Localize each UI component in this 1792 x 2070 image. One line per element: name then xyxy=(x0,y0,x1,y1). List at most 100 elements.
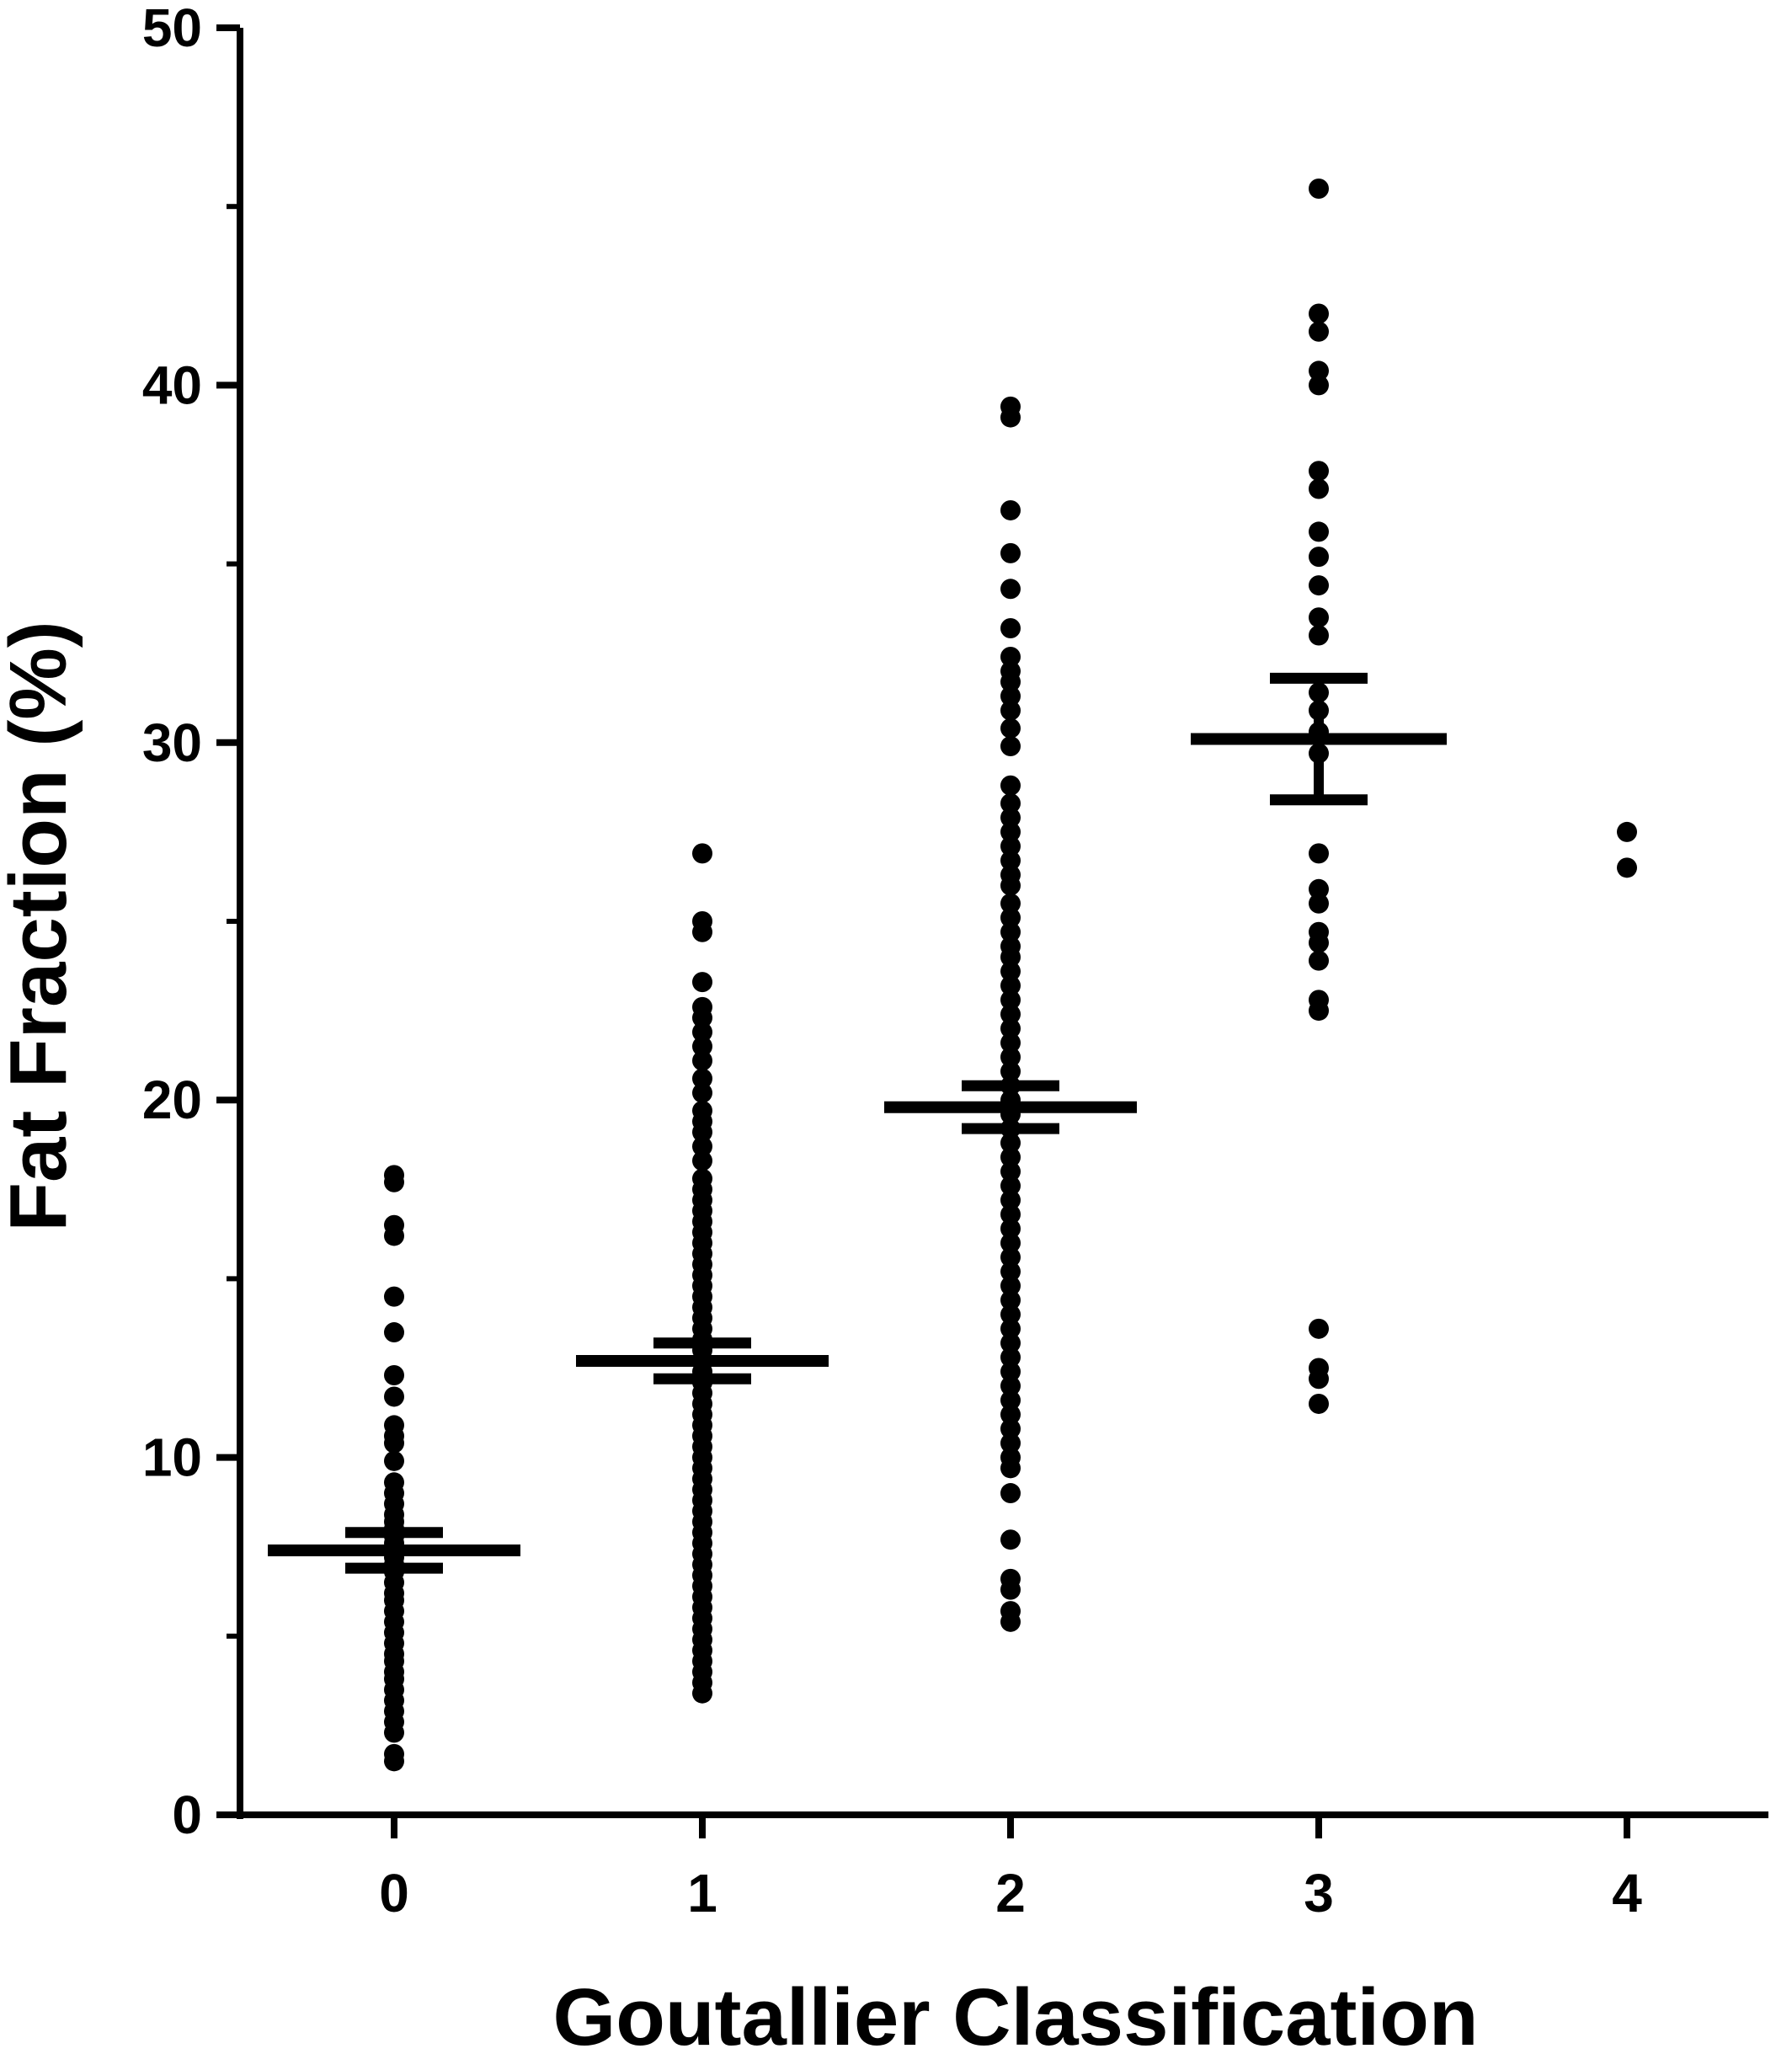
data-point xyxy=(1617,857,1637,878)
data-point xyxy=(1000,499,1021,520)
y-tick-label: 10 xyxy=(142,1427,202,1488)
data-point xyxy=(1000,1061,1021,1082)
data-point xyxy=(1309,521,1329,542)
data-point xyxy=(1000,1529,1021,1550)
data-point xyxy=(1000,1032,1021,1054)
y-axis: 0 10 20 30 40 50 xyxy=(142,0,243,1845)
x-tick-label: 2 xyxy=(995,1863,1026,1923)
data-point xyxy=(1000,1432,1021,1454)
data-point xyxy=(1000,1304,1021,1325)
data-point xyxy=(1000,686,1021,707)
data-point xyxy=(692,1036,712,1057)
data-point xyxy=(384,1432,404,1454)
data-point xyxy=(1000,1361,1021,1382)
data-point xyxy=(1000,1004,1021,1025)
data-point xyxy=(1000,1483,1021,1504)
data-point xyxy=(1309,1393,1329,1414)
data-point xyxy=(692,972,712,993)
data-point xyxy=(384,1286,404,1307)
data-point xyxy=(1000,1332,1021,1353)
x-tick-label: 4 xyxy=(1612,1863,1642,1923)
data-point xyxy=(1000,893,1021,914)
data-point xyxy=(1000,975,1021,996)
data-point xyxy=(1000,579,1021,600)
y-tick-label: 30 xyxy=(142,712,202,773)
data-point xyxy=(1000,617,1021,638)
y-tick-label: 50 xyxy=(142,0,202,58)
data-point xyxy=(1309,932,1329,953)
data-point xyxy=(1309,303,1329,324)
data-point xyxy=(1309,575,1329,596)
y-tick-label: 0 xyxy=(172,1785,202,1845)
data-point xyxy=(1309,478,1329,499)
data-point xyxy=(692,1022,712,1043)
data-point xyxy=(1000,907,1021,928)
data-point xyxy=(1000,1579,1021,1600)
data-point xyxy=(1000,1161,1021,1182)
data-point xyxy=(1000,1347,1021,1368)
x-tick-label: 1 xyxy=(687,1863,717,1923)
data-point xyxy=(1000,1176,1021,1197)
data-point xyxy=(1000,961,1021,982)
data-point xyxy=(1000,646,1021,667)
data-point xyxy=(1000,1232,1021,1253)
data-point xyxy=(1000,775,1021,796)
data-point xyxy=(1000,1133,1021,1154)
data-point xyxy=(1309,375,1329,396)
data-point xyxy=(1309,1368,1329,1390)
data-point xyxy=(692,1007,712,1028)
data-point xyxy=(692,1683,712,1704)
data-point xyxy=(1309,1318,1329,1339)
data-point xyxy=(692,1050,712,1071)
data-point xyxy=(692,1122,712,1143)
data-point xyxy=(692,1150,712,1171)
data-point xyxy=(1000,875,1021,896)
x-axis: 0 1 2 3 4 xyxy=(237,1811,1768,1923)
x-tick-label: 0 xyxy=(379,1863,409,1923)
data-point xyxy=(1000,1404,1021,1425)
group-3 xyxy=(1309,178,1329,1414)
data-point xyxy=(384,1450,404,1471)
data-point xyxy=(1309,843,1329,864)
data-point xyxy=(1000,1147,1021,1168)
data-point xyxy=(1000,718,1021,739)
x-tick-label: 3 xyxy=(1304,1863,1334,1923)
data-point xyxy=(1000,1246,1021,1267)
data-point xyxy=(1309,178,1329,199)
data-point xyxy=(384,1171,404,1192)
group-1 xyxy=(692,843,712,1704)
y-tick-label: 40 xyxy=(142,355,202,415)
data-point xyxy=(1000,700,1021,721)
data-point xyxy=(1000,542,1021,563)
data-point xyxy=(692,1136,712,1157)
data-point xyxy=(692,1068,712,1089)
data-point xyxy=(1309,321,1329,342)
data-point xyxy=(1000,1390,1021,1411)
data-point xyxy=(384,1364,404,1385)
data-point xyxy=(1309,461,1329,482)
plot-area xyxy=(268,178,1637,1772)
data-point xyxy=(1000,1190,1021,1211)
data-point xyxy=(1000,1611,1021,1632)
data-point xyxy=(1309,607,1329,628)
y-axis-title: Fat Fraction (%) xyxy=(0,621,83,1231)
data-point xyxy=(1000,1289,1021,1310)
data-point xyxy=(1000,1375,1021,1396)
data-point xyxy=(1000,1275,1021,1296)
data-point xyxy=(1000,990,1021,1011)
data-point xyxy=(692,921,712,942)
data-point xyxy=(1000,407,1021,428)
data-point xyxy=(1309,625,1329,646)
group-2 xyxy=(1000,396,1021,1632)
x-axis-title: Goutallier Classification xyxy=(553,1972,1479,2062)
data-point xyxy=(1000,947,1021,968)
data-point xyxy=(384,1225,404,1246)
data-point xyxy=(1000,850,1021,871)
data-point xyxy=(1309,1000,1329,1022)
data-point xyxy=(1309,360,1329,381)
data-point xyxy=(1000,1218,1021,1239)
data-point xyxy=(1000,671,1021,692)
data-point xyxy=(1309,950,1329,971)
data-point xyxy=(1000,1204,1021,1225)
